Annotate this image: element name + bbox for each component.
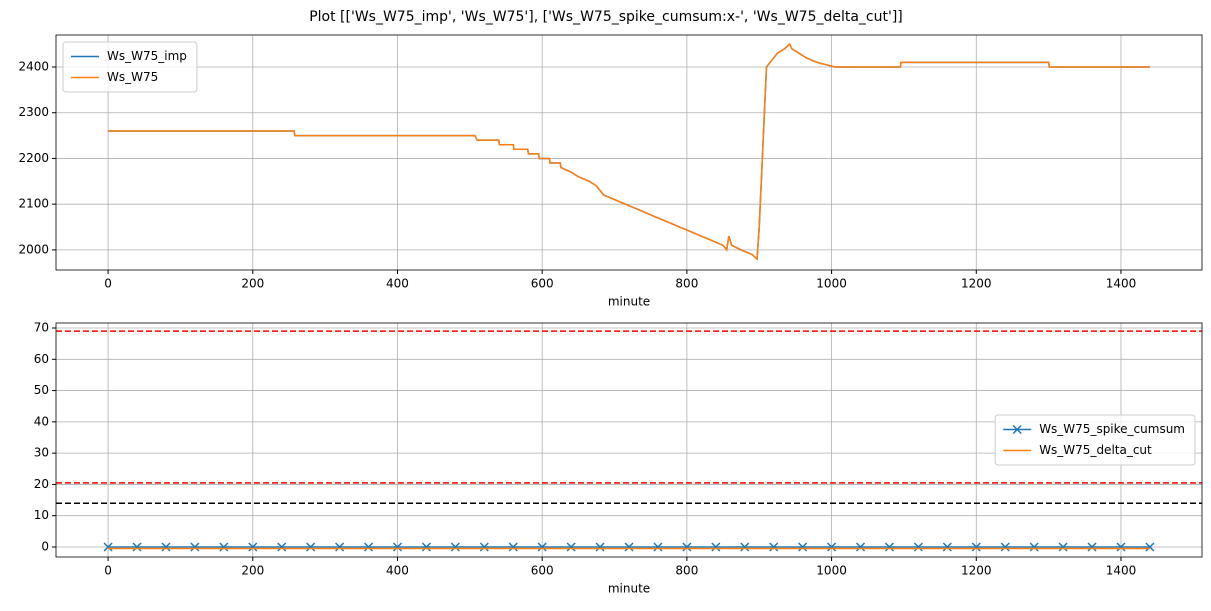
marker xyxy=(624,542,634,552)
marker xyxy=(827,542,837,552)
y-tick-label: 60 xyxy=(34,352,49,366)
x-tick-label: 1000 xyxy=(816,564,847,578)
marker xyxy=(798,542,808,552)
marker xyxy=(653,542,663,552)
axes-frame xyxy=(55,322,1203,558)
marker xyxy=(132,542,142,552)
y-tick-label: 2000 xyxy=(18,242,49,256)
figure-title: Plot [['Ws_W75_imp', 'Ws_W75'], ['Ws_W75… xyxy=(309,9,903,25)
marker xyxy=(884,542,894,552)
marker xyxy=(421,542,431,552)
x-tick-label: 0 xyxy=(104,564,112,578)
marker xyxy=(595,542,605,552)
legend-box xyxy=(62,41,198,93)
x-tick-label: 0 xyxy=(104,277,112,291)
marker xyxy=(190,542,200,552)
marker xyxy=(711,542,721,552)
marker xyxy=(219,542,229,552)
y-tick-label: 30 xyxy=(34,446,49,460)
marker xyxy=(942,542,952,552)
legend-label: Ws_W75_spike_cumsum xyxy=(1039,422,1185,436)
marker xyxy=(537,542,547,552)
x-tick-label: 800 xyxy=(675,277,698,291)
marker xyxy=(277,542,287,552)
legend-box xyxy=(994,414,1196,466)
legend-label: Ws_W75_delta_cut xyxy=(1039,443,1152,457)
y-tick-label: 40 xyxy=(34,414,49,428)
x-tick-label: 1200 xyxy=(961,277,992,291)
legend-label: Ws_W75 xyxy=(107,70,158,84)
x-axis-label: minute xyxy=(608,295,650,309)
x-tick-label: 400 xyxy=(386,564,409,578)
y-tick-label: 0 xyxy=(41,539,49,553)
x-tick-label: 1400 xyxy=(1106,277,1137,291)
legend-label: Ws_W75_imp xyxy=(107,49,187,63)
marker xyxy=(1116,542,1126,552)
legend-marker xyxy=(1012,424,1022,435)
marker xyxy=(1000,542,1010,552)
axes-frame xyxy=(55,34,1203,271)
x-tick-label: 600 xyxy=(531,277,554,291)
y-tick-label: 2200 xyxy=(18,151,49,165)
x-tick-label: 400 xyxy=(386,277,409,291)
marker xyxy=(1145,542,1155,552)
marker xyxy=(335,542,345,552)
marker xyxy=(479,542,489,552)
plot-area xyxy=(108,42,1150,261)
marker xyxy=(740,542,750,552)
marker xyxy=(913,542,923,552)
marker xyxy=(248,542,258,552)
x-tick-label: 200 xyxy=(241,564,264,578)
y-tick-label: 2100 xyxy=(18,197,49,211)
marker xyxy=(450,542,460,552)
x-tick-label: 200 xyxy=(241,277,264,291)
series-line xyxy=(108,42,1150,261)
y-tick-label: 50 xyxy=(34,383,49,397)
x-axis-label: minute xyxy=(608,582,650,596)
marker xyxy=(161,542,171,552)
marker xyxy=(971,542,981,552)
x-tick-label: 800 xyxy=(675,564,698,578)
marker xyxy=(508,542,518,552)
marker xyxy=(364,542,374,552)
x-tick-label: 1000 xyxy=(816,277,847,291)
marker xyxy=(682,542,692,552)
marker xyxy=(566,542,576,552)
plot-area xyxy=(56,330,1202,552)
y-tick-label: 20 xyxy=(34,477,49,491)
marker xyxy=(392,542,403,552)
marker xyxy=(855,542,866,552)
marker xyxy=(306,542,316,552)
y-tick-label: 10 xyxy=(34,508,49,522)
y-tick-label: 70 xyxy=(34,321,49,335)
x-tick-label: 600 xyxy=(531,564,554,578)
x-tick-label: 1200 xyxy=(961,564,992,578)
x-tick-label: 1400 xyxy=(1106,564,1137,578)
marker xyxy=(1058,542,1068,552)
y-tick-label: 2400 xyxy=(18,60,49,74)
marker xyxy=(769,542,779,552)
marker xyxy=(1029,542,1039,552)
marker xyxy=(1087,542,1097,552)
y-tick-label: 2300 xyxy=(18,105,49,119)
marker xyxy=(103,542,113,552)
